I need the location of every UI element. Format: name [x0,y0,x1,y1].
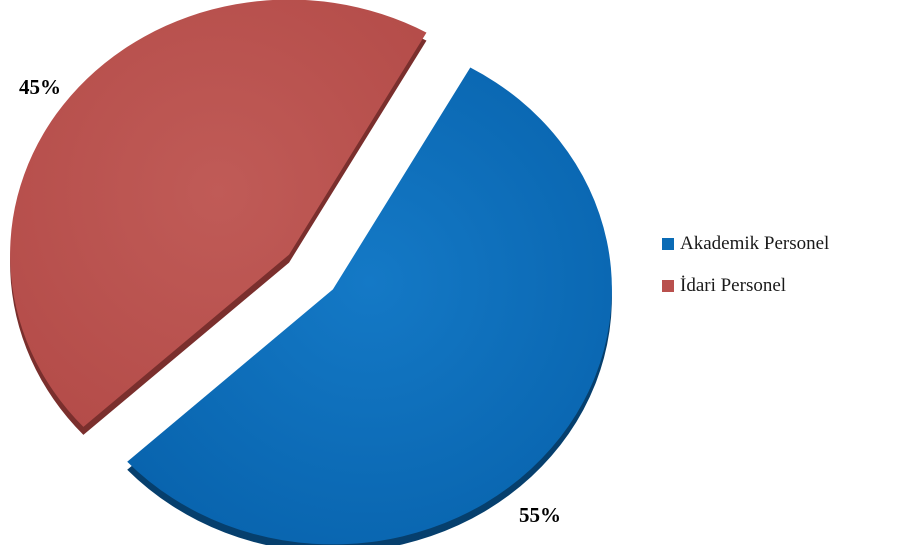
legend-label: Akademik Personel [680,233,830,254]
pie-slice-2 [10,0,427,427]
legend-item-idari-personel: İdari Personel [662,274,897,298]
legend: Akademik Personel İdari Personel [662,232,897,316]
legend-swatch-red [662,280,674,292]
data-label-2: 45% [19,75,61,99]
legend-swatch-blue [662,238,674,250]
legend-item-akademik-personel: Akademik Personel [662,232,897,256]
data-label-1: 55% [519,503,561,527]
pie-slice-1 [127,67,612,545]
legend-label: İdari Personel [680,275,787,296]
